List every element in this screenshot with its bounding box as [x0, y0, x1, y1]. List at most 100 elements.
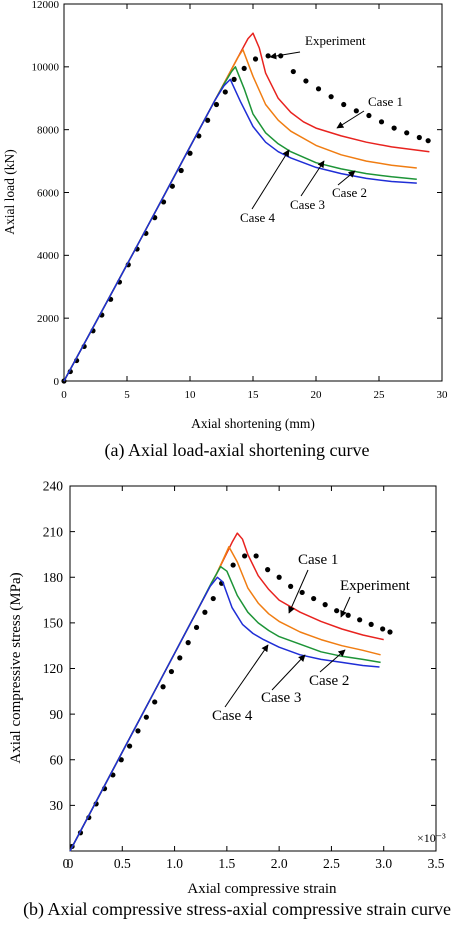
y-tick-label: 12000 — [32, 0, 60, 11]
x-tick-label: 1.5 — [218, 856, 235, 871]
series-line-case-2 — [69, 546, 381, 852]
annotation-arrow-case-2 — [337, 170, 356, 186]
data-point-experiment — [334, 608, 340, 614]
data-point-experiment — [290, 68, 296, 75]
annotation-case-3: Case 3 — [261, 690, 301, 706]
data-point-experiment — [222, 89, 228, 95]
annotation-case-1: Case 1 — [298, 552, 338, 568]
data-point-experiment — [202, 609, 208, 615]
x-tick-label: 2.0 — [271, 856, 288, 871]
x-axis-multiplier: ×10⁻³ — [417, 831, 446, 845]
data-point-experiment — [242, 553, 248, 559]
data-point-experiment — [311, 595, 317, 602]
data-point-experiment — [152, 699, 158, 705]
annotation-case-2: Case 2 — [309, 673, 349, 689]
series-line-case-4 — [69, 576, 380, 852]
y-tick-label: 180 — [43, 570, 64, 585]
data-point-experiment — [425, 138, 431, 144]
y-tick-label: 150 — [43, 616, 64, 631]
data-point-experiment — [387, 629, 393, 635]
data-point-experiment — [366, 112, 372, 119]
y-tick-label: 4000 — [37, 250, 60, 262]
data-point-experiment — [160, 684, 166, 690]
data-point-experiment — [177, 655, 183, 661]
data-point-experiment — [341, 101, 347, 108]
data-point-experiment — [160, 199, 167, 205]
data-point-experiment — [404, 130, 410, 136]
y-tick-label: 30 — [50, 798, 64, 813]
data-point-experiment — [168, 668, 175, 675]
y-tick-label: 60 — [50, 752, 64, 767]
y-tick-label: 6000 — [37, 187, 60, 199]
y-tick-label: 0 — [54, 376, 60, 388]
y-tick-label: 90 — [50, 707, 64, 722]
y-tick-label: 10000 — [32, 62, 60, 74]
data-point-experiment — [276, 574, 282, 580]
caption-a: (a) Axial load-axial shortening curve — [104, 440, 370, 460]
x-tick-label: 25 — [374, 389, 386, 401]
data-point-experiment — [205, 117, 211, 123]
chart-axial-load: 0 5 10 15 20 25 30 0 2000 4000 6000 8000 10000 12000 A… — [2, 0, 448, 431]
series-line-case-1 — [69, 532, 384, 852]
data-point-experiment — [357, 617, 363, 623]
data-point-experiment — [185, 640, 191, 646]
annotation-arrow-case-3 — [271, 654, 306, 691]
data-point-experiment — [328, 94, 334, 100]
annotation-case-3: Case 3 — [290, 197, 325, 212]
x-tick-label: 3.0 — [375, 856, 392, 871]
data-point-experiment — [135, 728, 141, 734]
annotation-arrow-experiment — [269, 51, 301, 60]
x-tick-label: 0.5 — [114, 856, 131, 871]
x-tick-label: 20 — [311, 389, 323, 401]
annotation-arrow-case-2 — [319, 649, 346, 673]
data-point-experiment — [288, 583, 294, 589]
data-point-experiment — [299, 589, 305, 596]
data-point-experiment — [143, 714, 149, 720]
annotation-arrow-case-1 — [336, 110, 365, 129]
y-tick-label: 120 — [43, 661, 64, 676]
x-axis-label: Axial shortening (mm) — [191, 416, 315, 431]
data-point-experiment — [196, 133, 202, 139]
data-point-experiment — [213, 101, 220, 108]
annotation-arrow-case-4 — [224, 644, 269, 708]
data-point-experiment — [322, 602, 328, 608]
data-point-experiment — [187, 150, 193, 156]
annotation-experiment: Experiment — [340, 578, 411, 594]
x-tick-label: 15 — [248, 389, 260, 401]
x-tick-label-origin: 0 — [63, 856, 70, 871]
data-point-experiment — [127, 743, 133, 749]
data-point-experiment — [178, 167, 184, 174]
x-tick-label: 5 — [124, 389, 130, 401]
annotation-case-4: Case 4 — [212, 708, 253, 724]
annotation-case-1: Case 1 — [368, 94, 403, 109]
data-point-experiment — [345, 612, 351, 618]
data-point-experiment — [380, 626, 386, 632]
data-point-experiment — [416, 134, 422, 141]
data-point-experiment — [303, 78, 309, 84]
data-point-experiment — [378, 119, 385, 125]
annotation-arrow-case-4 — [251, 149, 290, 210]
data-point-experiment — [210, 595, 216, 602]
x-tick-label: 0 — [61, 389, 67, 401]
data-point-experiment — [230, 562, 236, 568]
x-tick-label: 3.5 — [428, 856, 445, 871]
x-axis-label: Axial compressive strain — [187, 881, 337, 897]
annotation-arrow-case-1 — [288, 569, 309, 614]
data-point-experiment — [353, 108, 359, 114]
data-point-experiment — [241, 65, 247, 72]
x-tick-label: 1.0 — [166, 856, 183, 871]
annotation-arrow-case-3 — [300, 160, 325, 197]
data-point-experiment — [193, 624, 200, 631]
series-line-case-1 — [63, 32, 430, 382]
caption-b: (b) Axial compressive stress-axial compr… — [23, 899, 451, 919]
data-point-experiment — [368, 621, 374, 627]
y-tick-label: 210 — [43, 524, 64, 539]
data-point-experiment — [252, 56, 259, 62]
data-point-experiment — [253, 553, 259, 559]
data-point-experiment — [118, 757, 124, 763]
annotation-arrow-experiment — [340, 596, 351, 618]
chart-axial-stress: 0 0.5 1.0 1.5 2.0 2.5 3.0 3.5 30 60 90 120 150 180 210… — [8, 479, 446, 897]
annotation-case-4: Case 4 — [240, 210, 276, 225]
x-tick-label: 30 — [437, 389, 449, 401]
